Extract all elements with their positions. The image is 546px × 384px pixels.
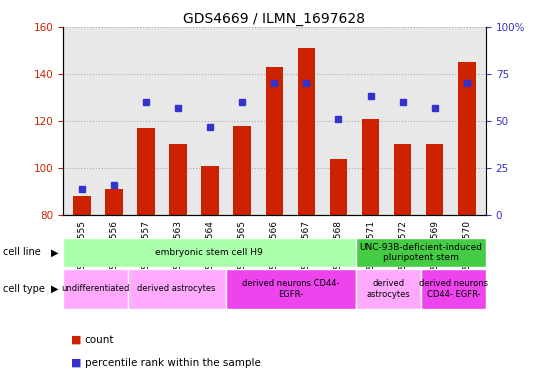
Text: cell type: cell type — [3, 284, 45, 294]
Text: ▶: ▶ — [51, 284, 59, 294]
Bar — [426, 144, 443, 215]
Text: derived astrocytes: derived astrocytes — [138, 285, 216, 293]
Bar — [361, 119, 379, 215]
Bar — [458, 62, 476, 215]
Text: ■: ■ — [71, 335, 81, 345]
Text: embryonic stem cell H9: embryonic stem cell H9 — [156, 248, 263, 257]
Text: UNC-93B-deficient-induced
pluripotent stem: UNC-93B-deficient-induced pluripotent st… — [359, 243, 482, 262]
Text: ■: ■ — [71, 358, 81, 368]
Text: derived neurons
CD44- EGFR-: derived neurons CD44- EGFR- — [419, 279, 488, 299]
Bar — [394, 144, 411, 215]
Bar — [265, 67, 283, 215]
Text: cell line: cell line — [3, 247, 40, 258]
Text: derived
astrocytes: derived astrocytes — [366, 279, 410, 299]
Bar — [63, 238, 356, 267]
Bar — [128, 269, 225, 309]
Text: count: count — [85, 335, 114, 345]
Bar — [298, 48, 315, 215]
Bar — [225, 269, 356, 309]
Bar — [169, 144, 187, 215]
Bar — [73, 196, 91, 215]
Text: ▶: ▶ — [51, 247, 59, 258]
Bar — [356, 238, 486, 267]
Bar — [234, 126, 251, 215]
Bar — [105, 189, 123, 215]
Text: percentile rank within the sample: percentile rank within the sample — [85, 358, 260, 368]
Bar — [201, 166, 219, 215]
Text: derived neurons CD44-
EGFR-: derived neurons CD44- EGFR- — [242, 279, 340, 299]
Bar — [356, 269, 421, 309]
Bar — [138, 128, 155, 215]
Title: GDS4669 / ILMN_1697628: GDS4669 / ILMN_1697628 — [183, 12, 365, 26]
Text: undifferentiated: undifferentiated — [61, 285, 129, 293]
Bar — [63, 269, 128, 309]
Bar — [421, 269, 486, 309]
Bar — [330, 159, 347, 215]
